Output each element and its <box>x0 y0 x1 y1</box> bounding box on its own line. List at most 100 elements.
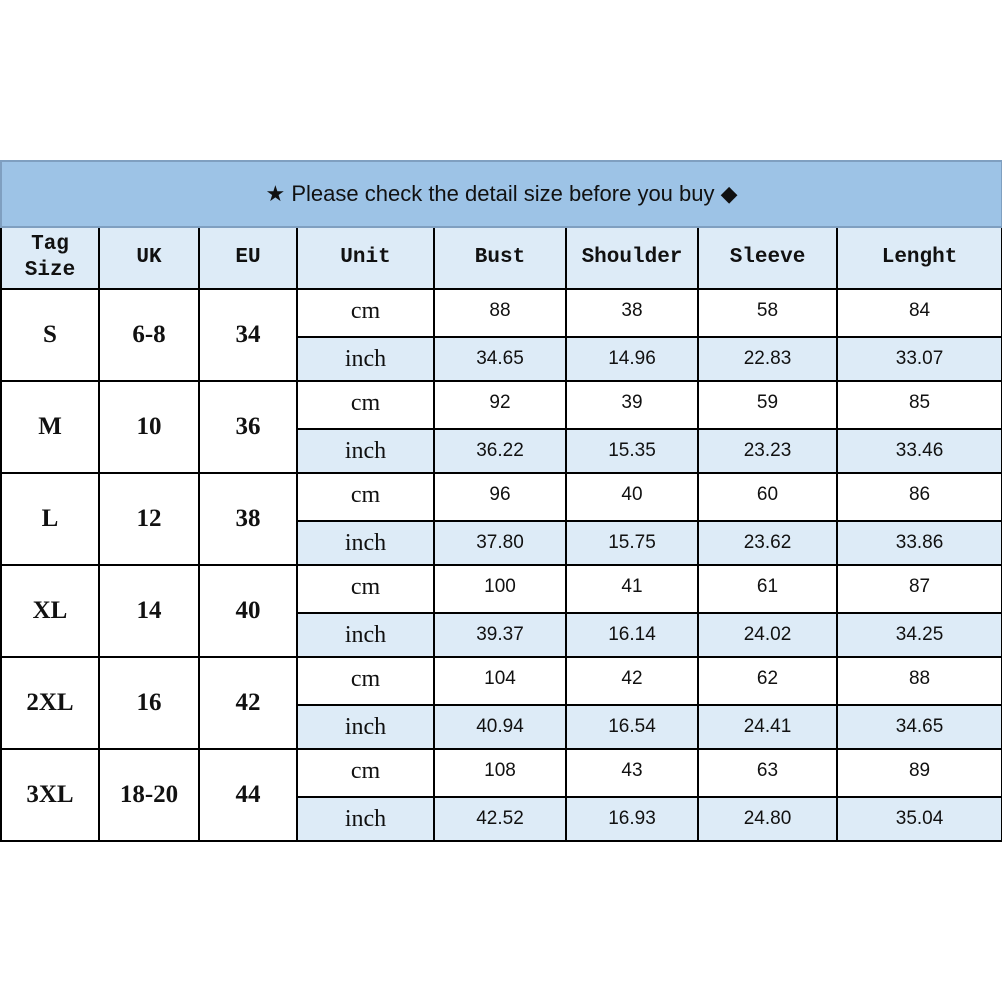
title-cell: ★ Please check the detail size before yo… <box>0 160 1002 228</box>
column-header: EU <box>198 226 298 290</box>
measurement-cell: 33.07 <box>835 336 1002 382</box>
size-tag-cell: S <box>0 288 100 382</box>
measurement-cell: 33.46 <box>835 428 1002 474</box>
size-uk-cell: 16 <box>98 656 200 750</box>
unit-cell: inch <box>296 428 435 474</box>
unit-cell: cm <box>296 748 435 798</box>
measurement-cell: 104 <box>433 656 567 706</box>
diamond-icon: ◆ <box>720 181 738 206</box>
measurement-cell: 63 <box>697 748 838 798</box>
measurement-cell: 41 <box>565 564 699 614</box>
column-header: UK <box>98 226 200 290</box>
unit-cell: cm <box>296 472 435 522</box>
size-row-cm: L 12 38 cm 96 40 60 86 <box>0 472 1002 566</box>
title-text: Please check the detail size before you … <box>291 181 715 206</box>
measurement-cell: 40 <box>565 472 699 522</box>
measurement-cell: 39 <box>565 380 699 430</box>
measurement-cell: 38 <box>565 288 699 338</box>
size-eu-cell: 44 <box>198 748 298 842</box>
size-tag-cell: L <box>0 472 100 566</box>
size-eu-cell: 40 <box>198 564 298 658</box>
measurement-cell: 62 <box>697 656 838 706</box>
column-header: Lenght <box>835 226 1002 290</box>
measurement-cell: 87 <box>835 564 1002 614</box>
measurement-cell: 16.54 <box>565 704 699 750</box>
measurement-cell: 42 <box>565 656 699 706</box>
size-tag-cell: M <box>0 380 100 474</box>
size-row-cm: 2XL 16 42 cm 104 42 62 88 <box>0 656 1002 750</box>
column-header: Tag Size <box>0 226 100 290</box>
measurement-cell: 23.62 <box>697 520 838 566</box>
measurement-cell: 33.86 <box>835 520 1002 566</box>
column-header: Sleeve <box>697 226 838 290</box>
size-eu-cell: 38 <box>198 472 298 566</box>
size-tag-cell: 2XL <box>0 656 100 750</box>
measurement-cell: 43 <box>565 748 699 798</box>
size-uk-cell: 12 <box>98 472 200 566</box>
measurement-cell: 85 <box>835 380 1002 430</box>
title-row: ★ Please check the detail size before yo… <box>0 160 1002 228</box>
measurement-cell: 100 <box>433 564 567 614</box>
measurement-cell: 88 <box>835 656 1002 706</box>
measurement-cell: 59 <box>697 380 838 430</box>
size-chart-table: ★ Please check the detail size before yo… <box>0 160 1002 842</box>
measurement-cell: 34.65 <box>433 336 567 382</box>
size-eu-cell: 36 <box>198 380 298 474</box>
measurement-cell: 23.23 <box>697 428 838 474</box>
measurement-cell: 108 <box>433 748 567 798</box>
column-header: Shoulder <box>565 226 699 290</box>
size-row-inch: inch 37.80 15.75 23.62 33.86 <box>1 520 1002 566</box>
measurement-cell: 24.80 <box>697 796 838 842</box>
measurement-cell: 84 <box>835 288 1002 338</box>
header-row: Tag Size UK EU Unit Bust Shoulder Sleeve Lenght <box>0 226 1002 290</box>
size-uk-cell: 18-20 <box>98 748 200 842</box>
size-uk-cell: 10 <box>98 380 200 474</box>
size-tag-cell: XL <box>0 564 100 658</box>
measurement-cell: 16.93 <box>565 796 699 842</box>
unit-cell: inch <box>296 796 435 842</box>
measurement-cell: 60 <box>697 472 838 522</box>
size-row-cm: XL 14 40 cm 100 41 61 87 <box>0 564 1002 658</box>
measurement-cell: 58 <box>697 288 838 338</box>
measurement-cell: 89 <box>835 748 1002 798</box>
unit-cell: inch <box>296 336 435 382</box>
size-row-inch: inch 42.52 16.93 24.80 35.04 <box>1 796 1002 842</box>
measurement-cell: 40.94 <box>433 704 567 750</box>
measurement-cell: 16.14 <box>565 612 699 658</box>
measurement-cell: 14.96 <box>565 336 699 382</box>
measurement-cell: 24.41 <box>697 704 838 750</box>
size-eu-cell: 42 <box>198 656 298 750</box>
measurement-cell: 35.04 <box>835 796 1002 842</box>
size-row-inch: inch 36.22 15.35 23.23 33.46 <box>1 428 1002 474</box>
size-row-cm: S 6-8 34 cm 88 38 58 84 <box>0 288 1002 382</box>
measurement-cell: 39.37 <box>433 612 567 658</box>
size-row-inch: inch 34.65 14.96 22.83 33.07 <box>1 336 1002 382</box>
measurement-cell: 34.25 <box>835 612 1002 658</box>
measurement-cell: 88 <box>433 288 567 338</box>
unit-cell: inch <box>296 520 435 566</box>
unit-cell: inch <box>296 612 435 658</box>
measurement-cell: 36.22 <box>433 428 567 474</box>
measurement-cell: 92 <box>433 380 567 430</box>
column-header: Unit <box>296 226 435 290</box>
measurement-cell: 61 <box>697 564 838 614</box>
column-header: Bust <box>433 226 567 290</box>
size-row-inch: inch 39.37 16.14 24.02 34.25 <box>1 612 1002 658</box>
measurement-cell: 42.52 <box>433 796 567 842</box>
measurement-cell: 22.83 <box>697 336 838 382</box>
size-row-cm: M 10 36 cm 92 39 59 85 <box>0 380 1002 474</box>
measurement-cell: 37.80 <box>433 520 567 566</box>
unit-cell: cm <box>296 656 435 706</box>
size-tag-cell: 3XL <box>0 748 100 842</box>
size-row-inch: inch 40.94 16.54 24.41 34.65 <box>1 704 1002 750</box>
size-uk-cell: 14 <box>98 564 200 658</box>
star-icon: ★ <box>265 181 286 206</box>
unit-cell: inch <box>296 704 435 750</box>
measurement-cell: 34.65 <box>835 704 1002 750</box>
measurement-cell: 15.35 <box>565 428 699 474</box>
size-eu-cell: 34 <box>198 288 298 382</box>
measurement-cell: 24.02 <box>697 612 838 658</box>
unit-cell: cm <box>296 288 435 338</box>
measurement-cell: 15.75 <box>565 520 699 566</box>
size-uk-cell: 6-8 <box>98 288 200 382</box>
